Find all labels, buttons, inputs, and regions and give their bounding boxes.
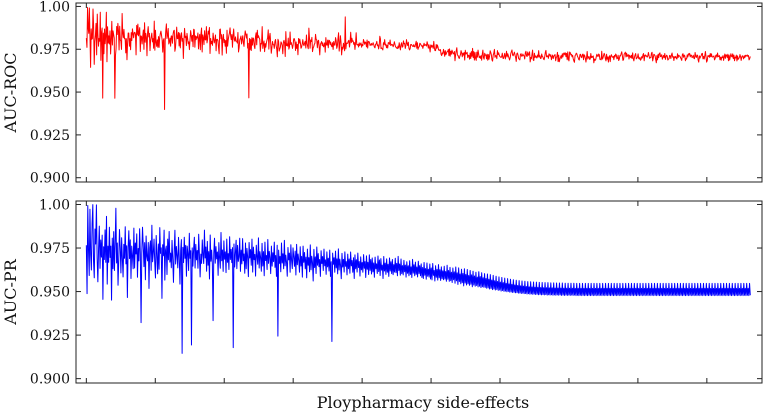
auc-roc-axis-label: AUC-ROC (1, 52, 20, 133)
auc-roc-y-tick-label: 0.950 (30, 85, 70, 101)
auc-roc-panel: AUC-ROC 0.900 0.925 0.950 0.975 1.00 (1, 0, 763, 187)
auc-pr-series-line (85, 204, 751, 354)
auc-pr-y-tick-label: 0.975 (30, 241, 70, 257)
auc-roc-y-tick-label: 0.900 (30, 171, 70, 187)
auc-pr-y-tick-label: 0.950 (30, 285, 70, 301)
auc-roc-y-tick-label: 0.975 (30, 42, 70, 58)
auc-roc-series-line (85, 6, 751, 111)
auc-roc-y-tick-label: 1.00 (39, 0, 70, 15)
auc-pr-panel: AUC-PR 0.900 0.925 0.950 0.975 1.00 (1, 197, 763, 388)
x-axis-label: Ploypharmacy side-effects (317, 393, 529, 412)
auc-roc-plot-frame (75, 2, 763, 183)
auc-pr-y-tick-label: 0.900 (30, 372, 70, 388)
auc-pr-y-tick-label: 1.00 (39, 197, 70, 213)
auc-roc-y-tick-label: 0.925 (30, 128, 70, 144)
auc-pr-y-tick-label: 0.925 (30, 328, 70, 344)
auc-pr-axis-label: AUC-PR (1, 258, 20, 325)
